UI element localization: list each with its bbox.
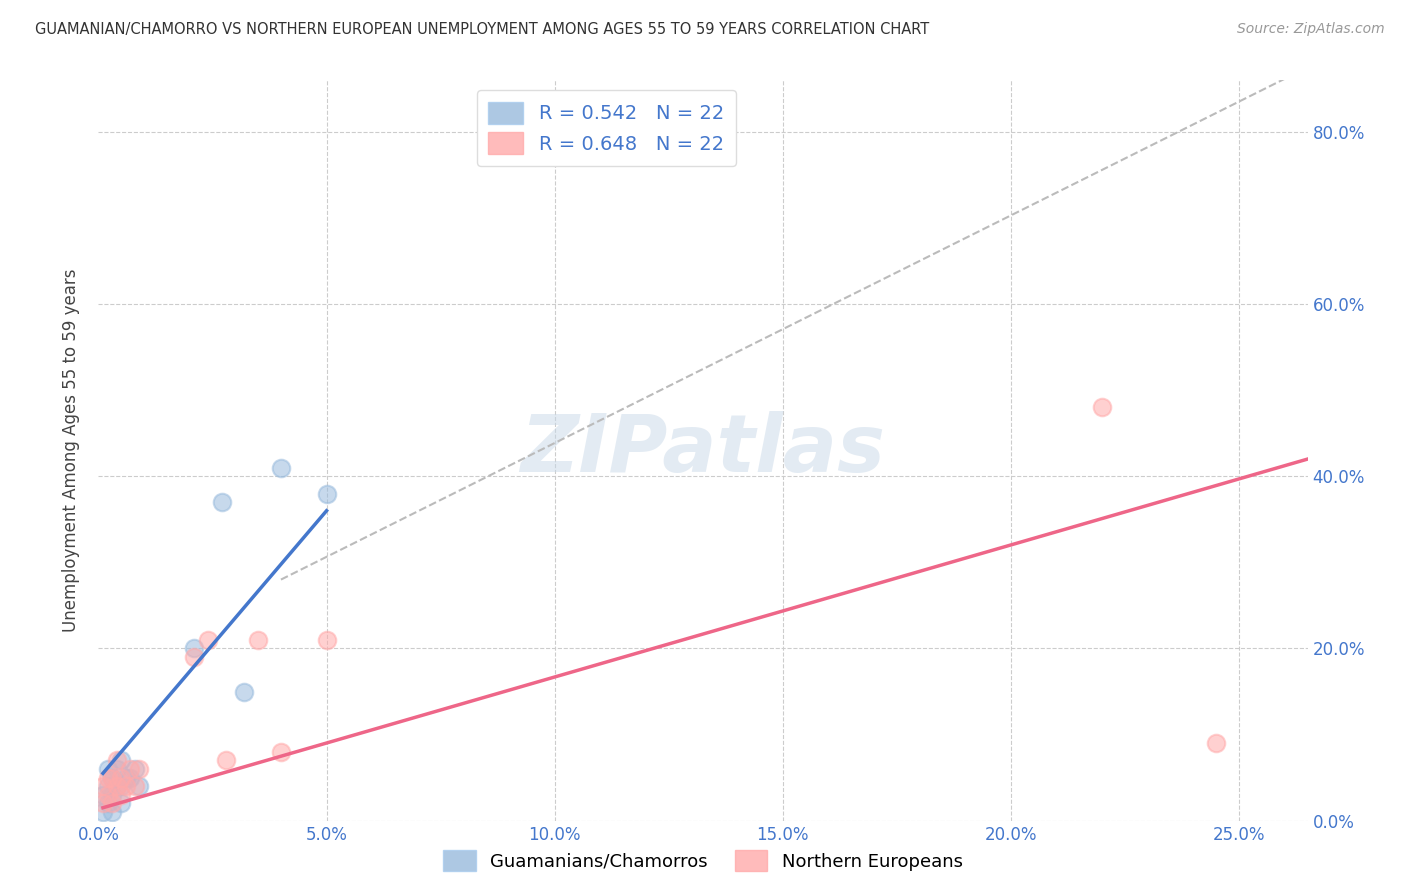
Point	[128, 779, 150, 793]
Point	[110, 771, 132, 785]
Point	[101, 788, 124, 802]
Point	[270, 745, 292, 759]
Point	[315, 486, 337, 500]
Point	[124, 779, 146, 793]
Point	[120, 762, 142, 776]
Point	[91, 788, 114, 802]
Point	[101, 771, 124, 785]
Point	[105, 753, 128, 767]
Point	[91, 797, 114, 811]
Point	[96, 779, 118, 793]
Point	[124, 762, 146, 776]
Point	[233, 684, 256, 698]
Text: GUAMANIAN/CHAMORRO VS NORTHERN EUROPEAN UNEMPLOYMENT AMONG AGES 55 TO 59 YEARS C: GUAMANIAN/CHAMORRO VS NORTHERN EUROPEAN …	[35, 22, 929, 37]
Point	[105, 779, 128, 793]
Point	[247, 632, 270, 647]
Point	[110, 779, 132, 793]
Point	[183, 650, 205, 665]
Point	[96, 762, 118, 776]
Point	[197, 632, 219, 647]
Point	[96, 797, 118, 811]
Point	[105, 779, 128, 793]
Point	[110, 788, 132, 802]
Point	[96, 771, 118, 785]
Point	[101, 771, 124, 785]
Y-axis label: Unemployment Among Ages 55 to 59 years: Unemployment Among Ages 55 to 59 years	[62, 268, 80, 632]
Point	[1091, 401, 1114, 415]
Point	[101, 805, 124, 819]
Point	[101, 797, 124, 811]
Text: Source: ZipAtlas.com: Source: ZipAtlas.com	[1237, 22, 1385, 37]
Point	[270, 460, 292, 475]
Point	[215, 753, 238, 767]
Legend: Guamanians/Chamorros, Northern Europeans: Guamanians/Chamorros, Northern Europeans	[436, 843, 970, 879]
Point	[91, 779, 114, 793]
Point	[110, 753, 132, 767]
Point	[114, 771, 136, 785]
Point	[105, 762, 128, 776]
Point	[110, 797, 132, 811]
Point	[315, 632, 337, 647]
Point	[114, 779, 136, 793]
Point	[96, 788, 118, 802]
Point	[128, 762, 150, 776]
Point	[183, 641, 205, 656]
Text: ZIPatlas: ZIPatlas	[520, 411, 886, 490]
Point	[91, 805, 114, 819]
Point	[120, 771, 142, 785]
Point	[211, 495, 233, 509]
Point	[1205, 736, 1227, 750]
Legend: R = 0.542   N = 22, R = 0.648   N = 22: R = 0.542 N = 22, R = 0.648 N = 22	[477, 90, 735, 166]
